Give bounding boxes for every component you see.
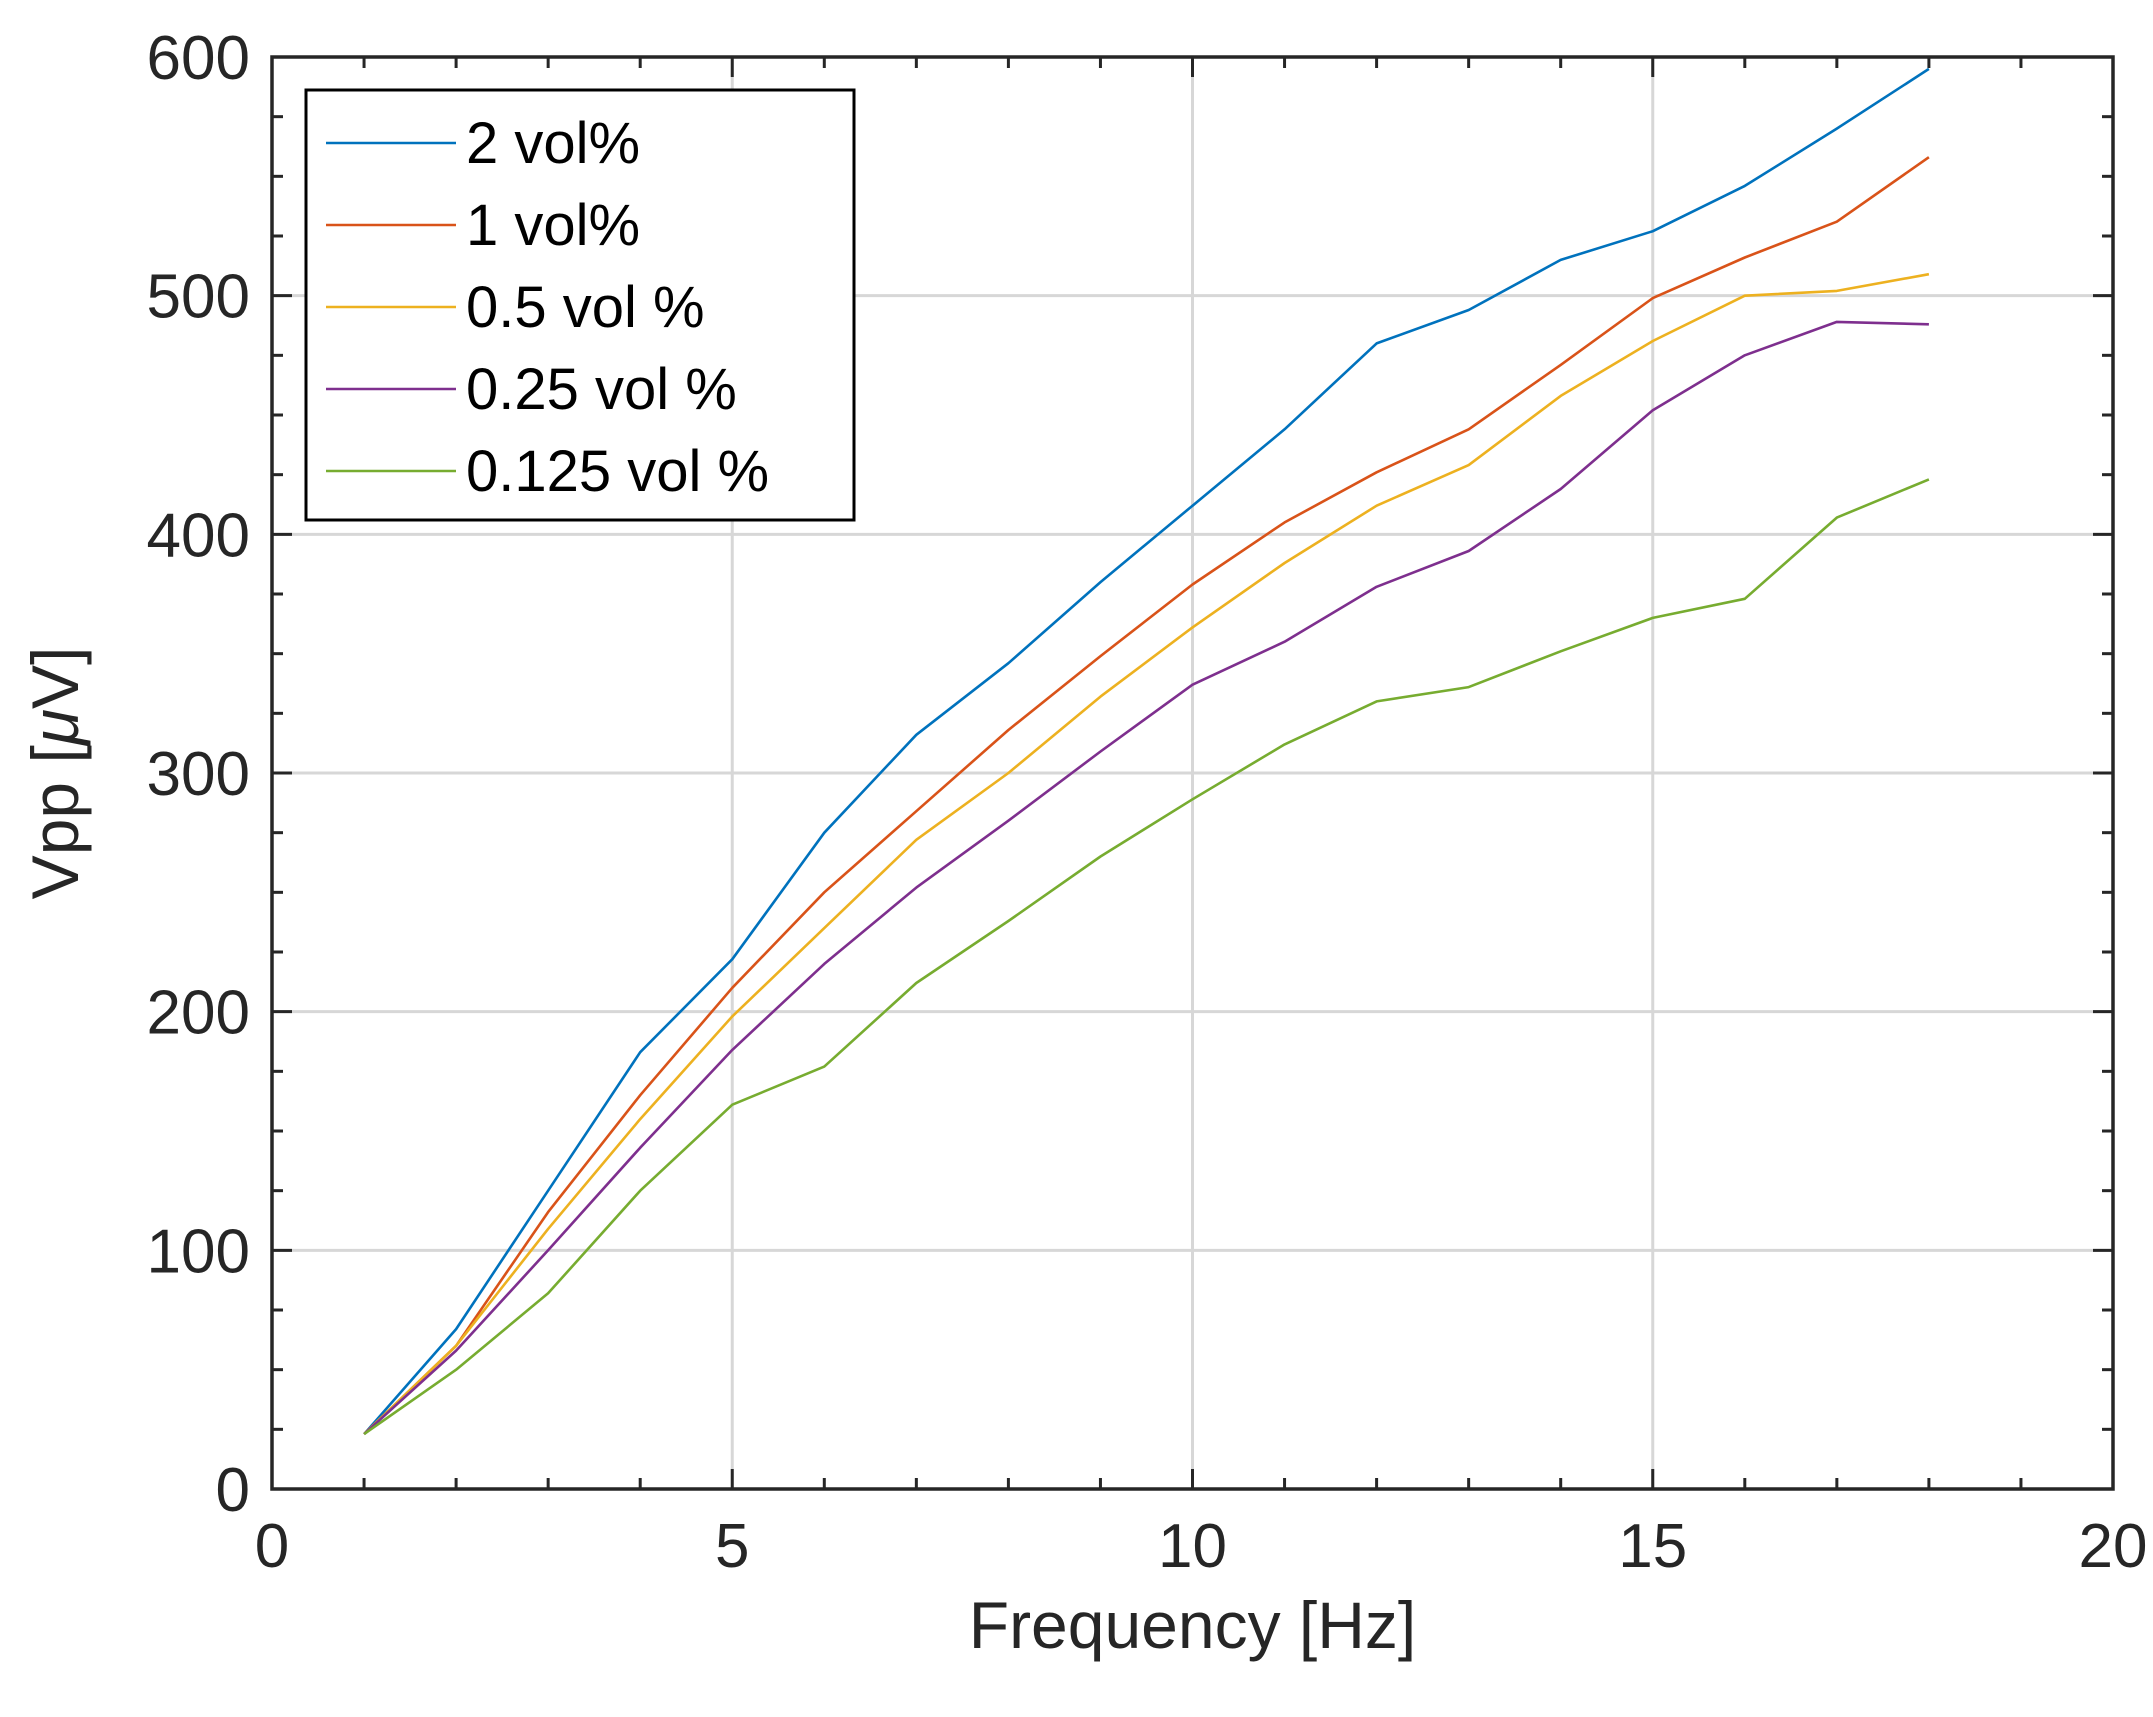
y-axis-label: Vpp [μV] xyxy=(18,647,92,900)
grid-lines xyxy=(272,57,2113,1489)
y-axis-label-prefix: Vpp [ xyxy=(18,745,92,899)
x-axis-label: Frequency [Hz] xyxy=(969,1588,1417,1662)
x-tick-label-0: 0 xyxy=(255,1512,289,1581)
x-tick-label-10: 10 xyxy=(1158,1512,1227,1581)
legend-item-1: 1 vol% xyxy=(326,193,640,258)
x-tick-label-20: 20 xyxy=(2079,1512,2148,1581)
x-tick-labels: 0 5 10 15 20 xyxy=(255,1512,2148,1581)
y-tick-label-100: 100 xyxy=(147,1217,250,1286)
y-tick-label-200: 200 xyxy=(147,979,250,1048)
legend-item-4: 0.125 vol % xyxy=(326,439,769,504)
y-axis-label-suffix: V] xyxy=(18,647,92,709)
legend-item-2: 0.5 vol % xyxy=(326,275,705,340)
legend-label-4: 0.125 vol % xyxy=(466,439,769,504)
legend-item-3: 0.25 vol % xyxy=(326,357,737,422)
series-line-1 xyxy=(363,156,1930,1436)
series-line-3 xyxy=(363,320,1929,1436)
y-tick-label-600: 600 xyxy=(147,24,250,93)
y-tick-label-400: 400 xyxy=(147,501,250,570)
y-tick-label-500: 500 xyxy=(147,263,250,332)
series-line-4 xyxy=(363,478,1930,1436)
legend-label-0: 2 vol% xyxy=(466,111,640,176)
y-tick-label-0: 0 xyxy=(216,1456,250,1525)
legend-label-2: 0.5 vol % xyxy=(466,275,705,340)
legend-label-1: 1 vol% xyxy=(466,193,640,258)
legend-box xyxy=(304,88,856,522)
series-lines xyxy=(363,67,1930,1436)
legend-label-3: 0.25 vol % xyxy=(466,357,737,422)
x-tick-label-15: 15 xyxy=(1618,1512,1687,1581)
y-tick-label-300: 300 xyxy=(147,740,250,809)
y-axis-label-mu: μ xyxy=(18,709,92,747)
x-tick-label-5: 5 xyxy=(715,1512,749,1581)
series-line-0 xyxy=(363,67,1930,1435)
legend: 2 vol% 1 vol% 0.5 vol % 0.25 vol % 0.125 vol… xyxy=(304,88,856,522)
legend-item-0: 2 vol% xyxy=(326,111,640,176)
series-line-2 xyxy=(363,272,1930,1436)
axis-ticks xyxy=(270,55,2115,1491)
y-tick-labels: 0 100 200 300 400 500 600 xyxy=(147,24,250,1525)
